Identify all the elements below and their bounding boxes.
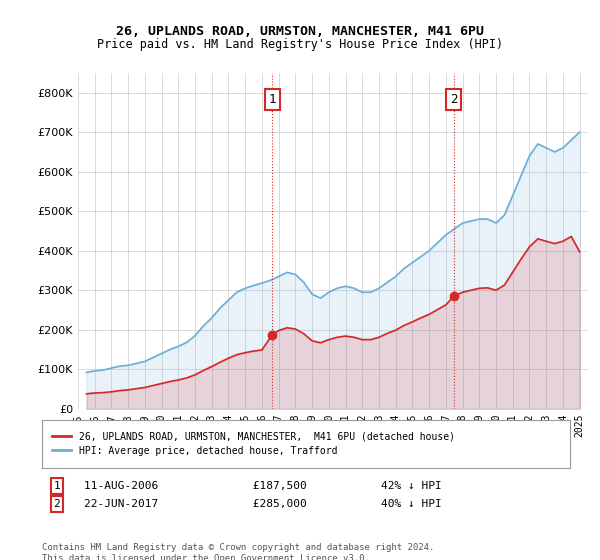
Text: 26, UPLANDS ROAD, URMSTON, MANCHESTER, M41 6PU: 26, UPLANDS ROAD, URMSTON, MANCHESTER, M…: [116, 25, 484, 38]
Text: 1: 1: [269, 93, 276, 106]
Text: 1: 1: [53, 481, 61, 491]
Text: Price paid vs. HM Land Registry's House Price Index (HPI): Price paid vs. HM Land Registry's House …: [97, 38, 503, 51]
Text: Contains HM Land Registry data © Crown copyright and database right 2024.
This d: Contains HM Land Registry data © Crown c…: [42, 543, 434, 560]
Text: 11-AUG-2006              £187,500           42% ↓ HPI: 11-AUG-2006 £187,500 42% ↓ HPI: [84, 481, 442, 491]
Text: 22-JUN-2017              £285,000           40% ↓ HPI: 22-JUN-2017 £285,000 40% ↓ HPI: [84, 499, 442, 509]
Text: 2: 2: [450, 93, 458, 106]
Text: 2: 2: [53, 499, 61, 509]
Legend: 26, UPLANDS ROAD, URMSTON, MANCHESTER,  M41 6PU (detached house), HPI: Average p: 26, UPLANDS ROAD, URMSTON, MANCHESTER, M…: [47, 427, 460, 461]
